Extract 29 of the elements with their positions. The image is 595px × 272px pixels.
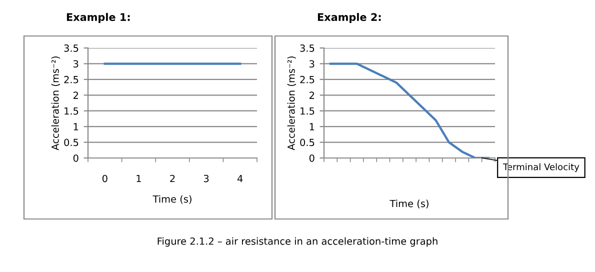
y-tick-label: 0 — [309, 154, 314, 162]
x-tick-label: 4 — [237, 174, 243, 182]
x-tick-label: 2 — [170, 174, 175, 182]
y-axis-title: Acceleration (ms⁻²) — [287, 56, 296, 150]
y-tick-label: 1.5 — [300, 107, 314, 115]
x-tick-label: 0 — [102, 174, 108, 182]
chart-title: Example 1: — [66, 12, 130, 24]
chart-title: Example 2: — [318, 12, 381, 24]
y-tick-label: 0.5 — [300, 138, 314, 146]
y-tick-label: 2.5 — [300, 76, 314, 84]
y-tick-label: 1 — [310, 123, 314, 130]
y-tick-label: 3.5 — [300, 44, 314, 52]
y-tick-label: 1 — [74, 123, 78, 130]
x-tick-label: 1 — [136, 174, 141, 182]
caption: Figure 2.1.2 – air resistance in an acceleration-time graph — [158, 237, 438, 247]
y-tick-label: 3 — [310, 60, 314, 68]
y-tick-label: 2.5 — [64, 76, 78, 84]
x-axis-title: Time (s) — [152, 195, 192, 204]
y-tick-label: 1.5 — [64, 107, 78, 115]
x-axis-title: Time (s) — [390, 200, 428, 208]
y-tick-label: 3.5 — [64, 44, 78, 52]
y-axis-title: Acceleration (ms⁻²) — [51, 56, 60, 150]
y-tick-label: 2 — [310, 92, 314, 99]
x-tick-label: 3 — [204, 174, 209, 182]
y-tick-label: 3 — [74, 60, 78, 68]
y-tick-label: 0 — [73, 154, 78, 162]
y-tick-label: 0.5 — [64, 138, 78, 146]
y-tick-label: 2 — [74, 92, 78, 99]
line-series — [329, 62, 490, 158]
